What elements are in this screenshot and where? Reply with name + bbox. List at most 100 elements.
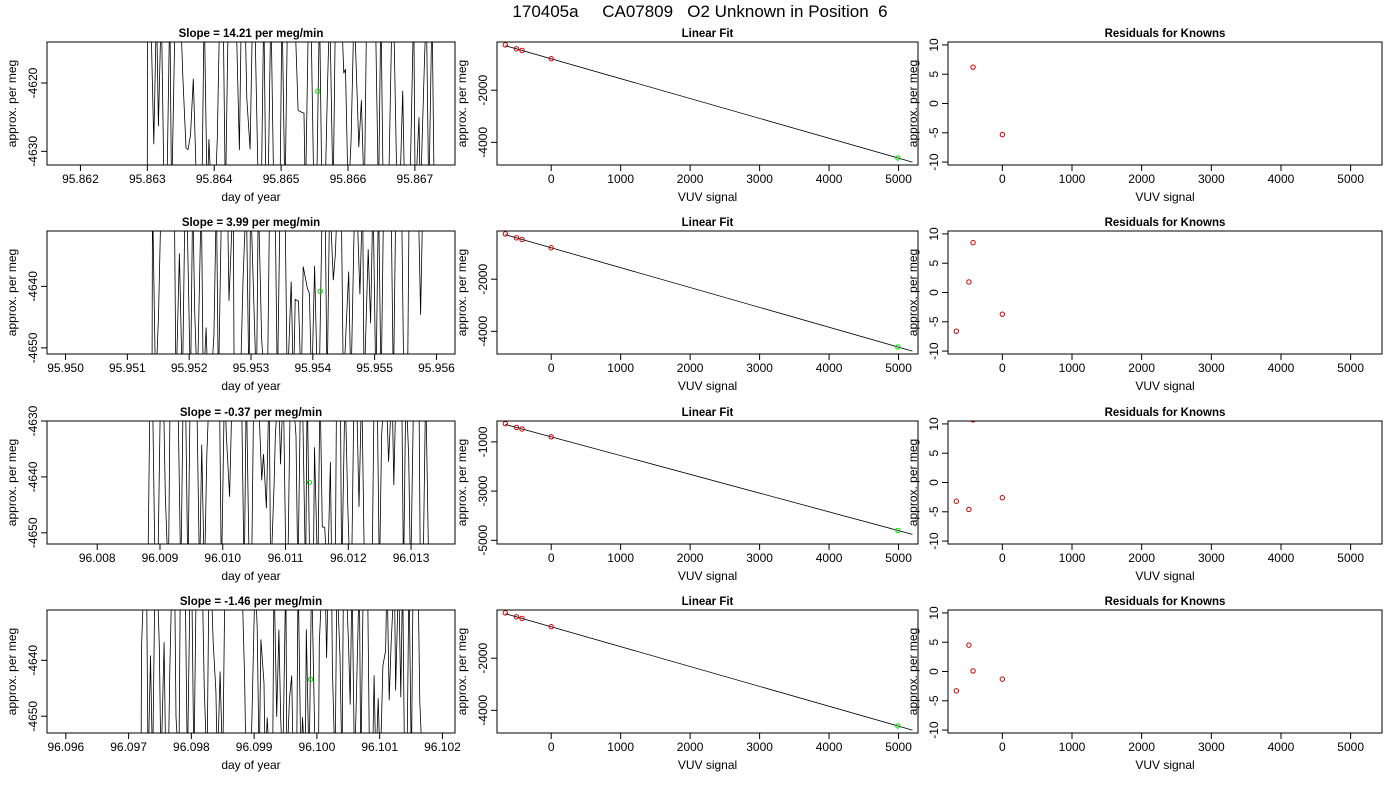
x-tick-label: 96.096: [47, 740, 84, 754]
x-tick-label: 96.012: [330, 551, 367, 565]
plot-area: [502, 231, 913, 352]
panel-title: Residuals for Knowns: [1105, 28, 1226, 40]
panel-fit-row0: Linear Fit 0 1000 2000 3000 4000 5000 -4000 -200…: [455, 28, 919, 204]
y-tick-label: -5: [927, 695, 941, 706]
panel-title: Slope = -1.46 per meg/min: [180, 596, 322, 608]
x-tick-label: 3000: [1198, 740, 1225, 754]
known-point: [548, 56, 554, 62]
plot-frame: [496, 230, 919, 355]
y-tick-label: -10: [927, 342, 941, 360]
x-tick-label: 96.010: [204, 551, 241, 565]
mean-point: [317, 288, 323, 294]
known-point: [513, 235, 520, 241]
x-axis-label: VUV signal: [1135, 569, 1194, 583]
plot-area: [47, 421, 429, 544]
residual-point: [953, 498, 960, 504]
x-tick-label: 95.951: [109, 361, 146, 375]
x-tick-label: 95.954: [294, 361, 331, 375]
data-series-line: [47, 421, 429, 544]
panel-title: Linear Fit: [682, 407, 734, 419]
y-tick-label: 5: [927, 260, 941, 267]
plot-area: [502, 42, 913, 163]
y-tick-label: -4650: [26, 517, 40, 548]
panel-fit-row2: Linear Fit 0 1000 2000 3000 4000 5000 -5000 -300…: [455, 407, 919, 583]
y-axis-label: approx. per meg: [5, 439, 19, 526]
plot-frame: [947, 420, 1383, 545]
x-axis-label: VUV signal: [678, 569, 737, 583]
x-tick-label: 96.099: [236, 740, 273, 754]
x-tick-label: 1000: [607, 740, 634, 754]
known-point: [513, 46, 520, 52]
x-axis-label: VUV signal: [1135, 190, 1194, 204]
x-tick-label: 1000: [607, 551, 634, 565]
y-tick-label: -4000: [476, 695, 490, 726]
y-tick-label: -10: [927, 532, 941, 550]
x-tick-label: 2000: [1128, 172, 1155, 186]
residual-point: [966, 279, 972, 285]
fit-line: [505, 45, 913, 163]
x-tick-label: 95.862: [62, 172, 99, 186]
panel-timeseries-row3: Slope = -1.46 per meg/min 96.096 96.097 96.…: [5, 596, 461, 772]
x-tick-label: 95.955: [356, 361, 393, 375]
plot-area: [970, 64, 1006, 138]
y-tick-label: -10: [927, 153, 941, 171]
y-tick-label: -5: [927, 316, 941, 327]
known-point: [519, 47, 525, 54]
x-tick-label: 95.865: [263, 172, 300, 186]
x-tick-label: 4000: [1268, 740, 1295, 754]
x-tick-label: 95.867: [397, 172, 434, 186]
x-axis-label: day of year: [221, 379, 280, 393]
plot-area: [502, 610, 913, 731]
y-tick-label: 0: [927, 668, 941, 675]
x-tick-label: 3000: [746, 740, 773, 754]
known-point: [502, 231, 509, 237]
figure-title: 170405a CA07809 O2 Unknown in Position 6: [512, 2, 888, 21]
x-tick-label: 96.097: [110, 740, 147, 754]
panel-residuals-row2: Residuals for Knowns 0 1000 2000 3000 4000 500…: [906, 407, 1383, 583]
y-axis-label: approx. per meg: [906, 439, 920, 526]
y-tick-label: -1000: [476, 426, 490, 457]
y-tick-label: -4630: [26, 405, 40, 436]
x-tick-label: 95.866: [330, 172, 367, 186]
x-tick-label: 96.102: [424, 740, 461, 754]
plot-frame: [496, 609, 919, 734]
panel-title: Residuals for Knowns: [1105, 217, 1226, 229]
plot-area: [953, 642, 1006, 694]
x-tick-label: 4000: [1268, 551, 1295, 565]
x-tick-label: 1000: [607, 361, 634, 375]
x-tick-label: 96.008: [79, 551, 116, 565]
panel-residuals-row1: Residuals for Knowns 0 1000 2000 3000 4000 500…: [906, 217, 1383, 393]
panel-fit-row1: Linear Fit 0 1000 2000 3000 4000 5000 -4000 -200…: [455, 217, 919, 393]
known-point: [519, 615, 525, 622]
plot-frame: [947, 41, 1383, 166]
x-tick-label: 96.009: [142, 551, 179, 565]
y-tick-label: -4000: [476, 127, 490, 158]
y-tick-label: -3000: [476, 475, 490, 506]
y-tick-label: -2000: [476, 75, 490, 106]
plot-area: [47, 231, 423, 354]
plot-frame: [947, 609, 1383, 734]
y-tick-label: 10: [927, 38, 941, 52]
panel-timeseries-row1: Slope = 3.99 per meg/min 95.950 95.951 95.9…: [5, 217, 456, 393]
plot-frame: [46, 609, 456, 734]
known-point: [502, 421, 509, 427]
y-axis-label: approx. per meg: [906, 60, 920, 147]
x-tick-label: 1000: [1059, 172, 1086, 186]
fit-line: [505, 613, 913, 731]
unknown-point: [895, 344, 901, 350]
y-tick-label: -10: [927, 721, 941, 739]
panel-timeseries-row2: Slope = -0.37 per meg/min 96.008 96.009 96.…: [5, 405, 456, 583]
panel-residuals-row3: Residuals for Knowns 0 1000 2000 3000 4000 500…: [906, 596, 1383, 772]
y-axis-label: approx. per meg: [906, 249, 920, 336]
y-tick-label: 5: [927, 450, 941, 457]
data-series-line: [47, 610, 422, 733]
x-tick-label: 3000: [746, 361, 773, 375]
panel-timeseries-row0: Slope = 14.21 per meg/min 95.862 95.863 95.…: [5, 28, 456, 204]
x-tick-label: 2000: [677, 740, 704, 754]
panel-title: Residuals for Knowns: [1105, 407, 1226, 419]
y-tick-label: 5: [927, 71, 941, 78]
y-tick-label: 5: [927, 639, 941, 646]
mean-point: [315, 88, 321, 94]
x-tick-label: 95.952: [171, 361, 208, 375]
y-tick-label: -4630: [26, 136, 40, 167]
